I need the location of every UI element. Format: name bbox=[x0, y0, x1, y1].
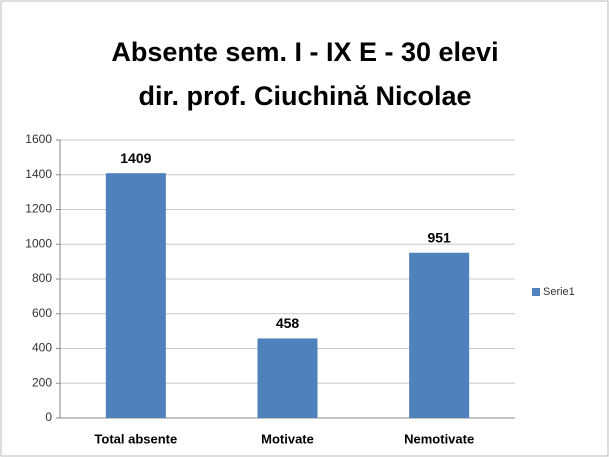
y-tick-label: 1000 bbox=[25, 236, 52, 250]
y-tick-label: 1600 bbox=[25, 132, 52, 146]
bar bbox=[409, 252, 470, 418]
data-label: 1409 bbox=[120, 150, 151, 166]
bar bbox=[257, 338, 318, 418]
legend-swatch bbox=[532, 288, 540, 296]
chart-title: Absente sem. I - IX E - 30 elevi bbox=[111, 37, 498, 67]
y-tick-label: 600 bbox=[32, 306, 52, 320]
y-tick-label: 400 bbox=[32, 341, 52, 355]
data-label: 951 bbox=[427, 229, 451, 245]
legend-label: Serie1 bbox=[543, 286, 575, 298]
y-tick-label: 1200 bbox=[25, 202, 52, 216]
x-tick-label: Total absente bbox=[94, 431, 177, 446]
y-tick-label: 200 bbox=[32, 375, 52, 389]
x-tick-label: Nemotivate bbox=[404, 431, 474, 446]
chart-subtitle: dir. prof. Ciuchină Nicolae bbox=[138, 81, 471, 111]
data-label: 458 bbox=[276, 315, 300, 331]
x-tick-label: Motivate bbox=[261, 431, 314, 446]
y-tick-label: 1400 bbox=[25, 167, 52, 181]
y-tick-label: 0 bbox=[45, 410, 52, 424]
y-tick-label: 800 bbox=[32, 271, 52, 285]
bar bbox=[105, 173, 166, 418]
